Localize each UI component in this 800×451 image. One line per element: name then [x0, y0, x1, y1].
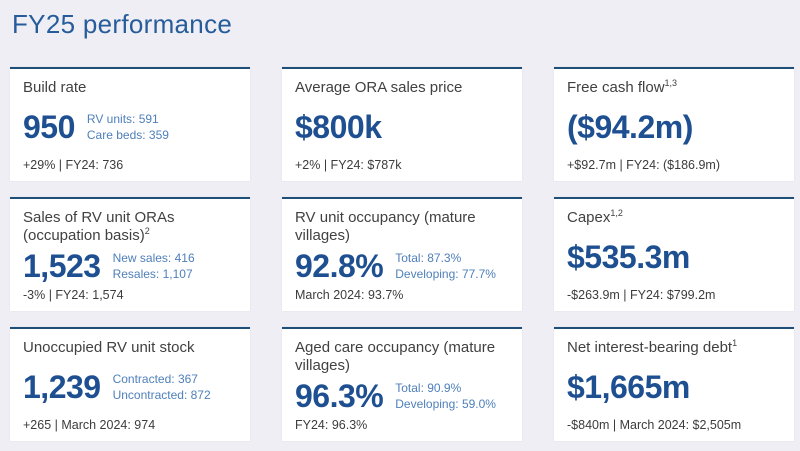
- metric-value-row: 96.3% Total: 90.9% Developing: 59.0%: [295, 376, 509, 418]
- comparison-text: +2% | FY24: $787k: [295, 158, 402, 172]
- metric-value: 1,523: [23, 248, 101, 285]
- card-title-text: Net interest-bearing debt: [567, 339, 733, 356]
- comparison-text: FY24: 96.3%: [295, 418, 368, 432]
- comparison-text: +265 | March 2024: 974: [23, 418, 156, 432]
- comparison-text: -3% | FY24: 1,574: [23, 288, 124, 302]
- comparison-text: -$263.9m | FY24: $799.2m: [567, 288, 716, 302]
- metric-value-row: 92.8% Total: 87.3% Developing: 77.7%: [295, 246, 509, 288]
- card-title: Aged care occupancy (mature villages): [295, 339, 509, 376]
- metric-card-rv-ora-sales: Sales of RV unit ORAs (occupation basis)…: [10, 197, 250, 311]
- metric-value-row: 950 RV units: 591 Care beds: 359: [23, 97, 237, 158]
- metric-value: $535.3m: [567, 239, 690, 276]
- card-title: Free cash flow1,3: [567, 79, 781, 97]
- card-title-text: Capex: [567, 209, 611, 226]
- metric-card-unoccupied-rv-stock: Unoccupied RV unit stock 1,239 Contracte…: [10, 327, 250, 441]
- metric-value-row: 1,239 Contracted: 367 Uncontracted: 872: [23, 357, 237, 418]
- footnote-ref: 1,2: [610, 208, 623, 218]
- card-title-text: Sales of RV unit ORAs (occupation basis): [23, 209, 175, 245]
- metric-value: 1,239: [23, 369, 101, 406]
- breakdown-line: RV units: 591: [86, 111, 159, 126]
- card-title: Build rate: [23, 79, 237, 97]
- comparison-text: +$92.7m | FY24: ($186.9m): [567, 158, 720, 172]
- card-title-text: Average ORA sales price: [295, 79, 463, 96]
- metric-card-net-debt: Net interest-bearing debt1 $1,665m -$840…: [554, 327, 794, 441]
- card-title-text: Unoccupied RV unit stock: [23, 339, 195, 356]
- comparison-text: -$840m | March 2024: $2,505m: [567, 418, 742, 432]
- metric-value-row: $1,665m: [567, 357, 781, 418]
- card-title-text: RV unit occupancy (mature villages): [295, 209, 476, 245]
- metric-breakdown: New sales: 416 Resales: 1,107: [113, 251, 195, 283]
- metric-value: $800k: [295, 109, 382, 146]
- footnote-ref: 1,3: [664, 78, 678, 88]
- breakdown-line: Total: 87.3%: [395, 250, 462, 265]
- breakdown-line: Total: 90.9%: [395, 380, 462, 395]
- card-title: Capex1,2: [567, 209, 781, 227]
- card-title-text: Aged care occupancy (mature villages): [295, 339, 496, 375]
- breakdown-line: Developing: 59.0%: [395, 396, 496, 411]
- card-title-text: Build rate: [23, 79, 87, 96]
- metric-value: $1,665m: [567, 369, 690, 406]
- metric-value-row: $800k: [295, 97, 509, 158]
- metric-card-build-rate: Build rate 950 RV units: 591 Care beds: …: [10, 67, 250, 181]
- breakdown-line: Developing: 77.7%: [395, 266, 496, 281]
- breakdown-line: Resales: 1,107: [112, 266, 193, 281]
- footnote-ref: 1: [732, 338, 738, 348]
- metric-breakdown: Total: 90.9% Developing: 59.0%: [395, 381, 496, 413]
- card-title: Average ORA sales price: [295, 79, 509, 97]
- comparison-text: March 2024: 93.7%: [295, 288, 404, 302]
- page-title: FY25 performance: [12, 9, 233, 39]
- metric-breakdown: Contracted: 367 Uncontracted: 872: [113, 372, 211, 404]
- breakdown-line: Uncontracted: 872: [112, 387, 211, 402]
- breakdown-line: Contracted: 367: [112, 371, 198, 386]
- card-title-text: Free cash flow: [567, 79, 665, 96]
- metric-value-row: $535.3m: [567, 227, 781, 288]
- metric-value: 92.8%: [295, 248, 384, 285]
- metric-breakdown: Total: 87.3% Developing: 77.7%: [395, 251, 496, 283]
- metric-card-rv-unit-occupancy: RV unit occupancy (mature villages) 92.8…: [282, 197, 522, 311]
- footnote-ref: 2: [144, 226, 150, 237]
- metric-value: ($94.2m): [567, 109, 693, 146]
- metric-card-aged-care-occupancy: Aged care occupancy (mature villages) 96…: [282, 327, 522, 441]
- metric-value-row: 1,523 New sales: 416 Resales: 1,107: [23, 246, 237, 288]
- breakdown-line: New sales: 416: [112, 250, 195, 265]
- metric-card-free-cash-flow: Free cash flow1,3 ($94.2m) +$92.7m | FY2…: [554, 67, 794, 181]
- metric-breakdown: RV units: 591 Care beds: 359: [87, 112, 169, 144]
- metric-card-capex: Capex1,2 $535.3m -$263.9m | FY24: $799.2…: [554, 197, 794, 311]
- card-title: RV unit occupancy (mature villages): [295, 209, 509, 246]
- metric-value-row: ($94.2m): [567, 97, 781, 158]
- card-title: Net interest-bearing debt1: [567, 339, 781, 357]
- comparison-text: +29% | FY24: 736: [23, 158, 124, 172]
- metric-value: 96.3%: [295, 378, 384, 415]
- metric-value: 950: [23, 109, 75, 146]
- breakdown-line: Care beds: 359: [86, 127, 169, 142]
- metric-card-avg-ora-sales-price: Average ORA sales price $800k +2% | FY24…: [282, 67, 522, 181]
- card-title: Unoccupied RV unit stock: [23, 339, 237, 357]
- card-title: Sales of RV unit ORAs (occupation basis)…: [23, 209, 237, 246]
- kpi-cards-grid: Build rate 950 RV units: 591 Care beds: …: [0, 67, 800, 441]
